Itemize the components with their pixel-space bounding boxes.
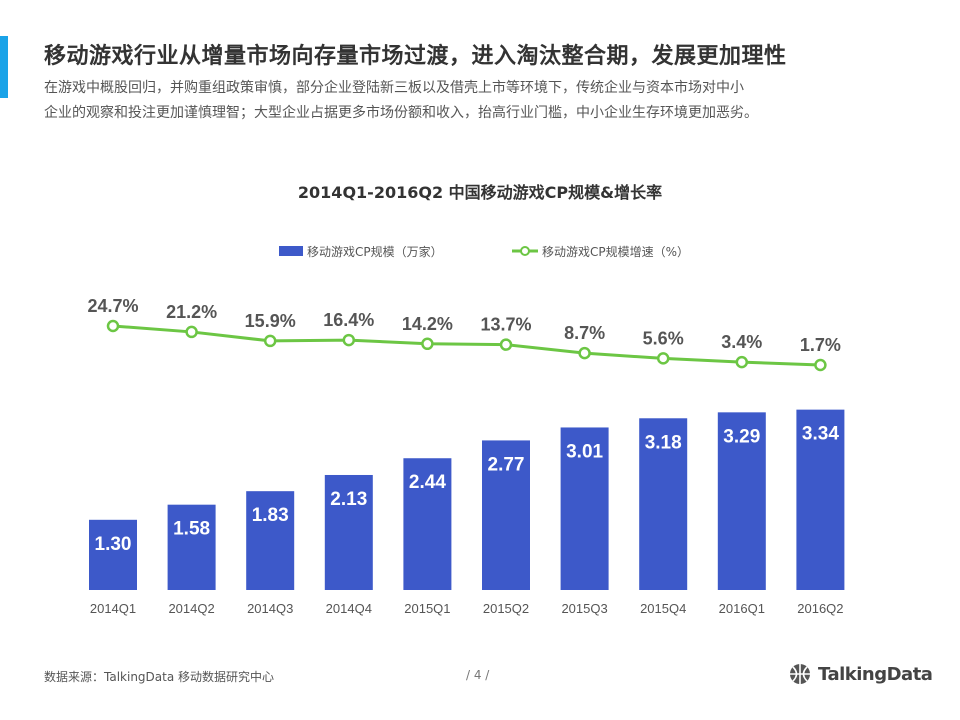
line-point (735, 355, 749, 369)
page-number: / 4 / (466, 668, 490, 682)
data-source: 数据来源：TalkingData 移动数据研究中心 (44, 670, 275, 684)
line-value-label: 21.2% (166, 302, 217, 322)
description-line: 在游戏中概股回归，并购重组政策审慎，部分企业登陆新三板以及借壳上市等环境下，传统… (44, 80, 744, 96)
line-value-label: 13.7% (480, 315, 531, 335)
legend-line-marker (520, 246, 530, 256)
bar (403, 458, 452, 590)
x-tick-label: 2015Q4 (640, 601, 686, 616)
bar (560, 427, 609, 590)
line-point (185, 325, 198, 339)
bar (324, 474, 373, 590)
legend-bar-label: 移动游戏CP规模（万家） (307, 244, 443, 259)
legend-line-label: 移动游戏CP规模增速（%） (542, 244, 689, 259)
bar-value-label: 3.18 (645, 432, 682, 453)
bar-value-label: 2.44 (409, 472, 446, 493)
bar-value-label: 3.01 (566, 441, 603, 462)
talkingdata-logo: TalkingData (788, 660, 933, 688)
line-value-label: 1.7% (800, 335, 841, 355)
line-point (342, 333, 356, 347)
bar-value-label: 1.58 (173, 519, 210, 540)
chart-legend: 移动游戏CP规模（万家） 移动游戏CP规模增速（%） (279, 244, 689, 259)
line-value-label: 24.7% (87, 296, 138, 316)
bar-value-label: 2.77 (488, 454, 525, 475)
bar (796, 409, 845, 590)
page-title: 移动游戏行业从增量市场向存量市场过渡，进入淘汰整合期，发展更加理性 (44, 44, 787, 69)
bar (89, 519, 137, 590)
x-tick-label: 2014Q4 (326, 601, 372, 616)
line-value-label: 14.2% (402, 314, 453, 334)
line-value-label: 5.6% (643, 328, 684, 348)
bar-value-label: 3.29 (723, 426, 760, 447)
x-tick-label: 2015Q2 (483, 601, 529, 616)
line-point (656, 352, 670, 365)
basketball-icon (790, 664, 810, 684)
page-description: 在游戏中概股回归，并购重组政策审慎，部分企业登陆新三板以及借壳上市等环境下，传统… (44, 76, 924, 126)
x-tick-label: 2014Q2 (168, 601, 214, 616)
legend-bar-swatch (279, 246, 303, 256)
description-line: 企业的观察和投注更加谨慎理智；大型企业占据更多市场份额和收入，抬高行业门槛，中小… (44, 105, 758, 121)
line-point (421, 337, 434, 351)
bar-value-label: 1.83 (252, 505, 289, 526)
accent-bar (0, 36, 8, 98)
bar (639, 418, 688, 590)
x-tick-label: 2014Q1 (90, 601, 136, 616)
line-value-label: 16.4% (323, 310, 374, 330)
x-tick-label: 2014Q3 (247, 601, 293, 616)
chart-title: 2014Q1-2016Q2 中国移动游戏CP规模&增长率 (298, 183, 662, 202)
bar-value-label: 3.34 (802, 424, 839, 445)
logo-text: TalkingData (818, 663, 933, 685)
bar-value-label: 2.13 (330, 489, 367, 510)
bar (482, 440, 530, 590)
line-point (106, 319, 120, 333)
bar (717, 412, 766, 590)
growth-rate-line (112, 324, 821, 367)
bar-value-label: 1.30 (95, 534, 132, 555)
x-tick-label: 2016Q1 (719, 601, 765, 616)
line-point (578, 346, 591, 360)
line-point (263, 334, 277, 348)
bar (167, 504, 216, 590)
x-tick-label: 2016Q2 (797, 601, 843, 616)
x-tick-label: 2015Q1 (404, 601, 450, 616)
bar (246, 491, 295, 590)
line-point (499, 338, 513, 351)
line-value-label: 3.4% (721, 332, 762, 352)
line-value-label: 15.9% (245, 311, 296, 331)
line-point (814, 358, 827, 372)
x-tick-label: 2015Q3 (561, 601, 607, 616)
line-value-label: 8.7% (564, 323, 605, 343)
cp-scale-chart: 2014Q1-2016Q2 中国移动游戏CP规模&增长率 移动游戏CP规模（万家… (87, 183, 845, 616)
